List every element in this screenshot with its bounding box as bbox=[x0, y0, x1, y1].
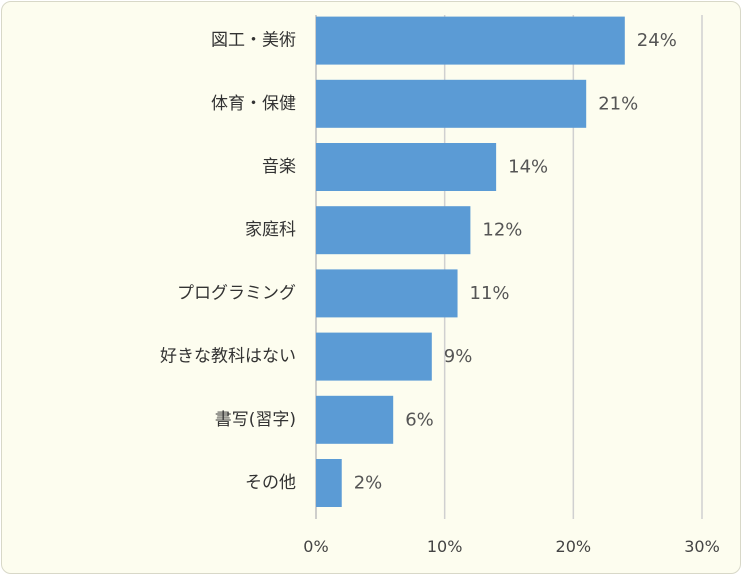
value-label-6: 6% bbox=[405, 409, 434, 430]
value-label-7: 2% bbox=[354, 473, 383, 494]
category-label-0: 図工・美術 bbox=[211, 31, 296, 51]
bar-3 bbox=[316, 206, 471, 255]
bar-layer bbox=[316, 16, 625, 507]
x-tick-label-0: 0% bbox=[303, 537, 328, 556]
value-label-4: 11% bbox=[470, 283, 510, 304]
bar-5 bbox=[316, 332, 432, 381]
bar-7 bbox=[316, 459, 342, 507]
category-label-6: 書写(習字) bbox=[215, 410, 296, 430]
category-label-2: 音楽 bbox=[262, 157, 296, 177]
label-layer: 0% 10% 20% 30% 図工・美術 24% 体育・保健 21% 音楽 14% 家庭科 12% プロ… bbox=[160, 30, 720, 556]
category-label-1: 体育・保健 bbox=[211, 94, 296, 114]
bar-1 bbox=[316, 79, 587, 128]
value-label-3: 12% bbox=[482, 220, 522, 241]
value-label-1: 21% bbox=[598, 93, 638, 114]
category-label-3: 家庭科 bbox=[245, 220, 296, 240]
bar-2 bbox=[316, 143, 497, 191]
bar-0 bbox=[316, 16, 625, 65]
bar-4 bbox=[316, 269, 458, 318]
category-label-7: その他 bbox=[245, 473, 296, 493]
category-label-5: 好きな教科はない bbox=[160, 347, 296, 367]
category-label-4: プログラミング bbox=[177, 283, 296, 303]
value-label-5: 9% bbox=[444, 346, 473, 367]
bar-6 bbox=[316, 395, 394, 444]
value-label-2: 14% bbox=[508, 157, 548, 178]
value-label-0: 24% bbox=[637, 30, 677, 51]
x-tick-label-1: 10% bbox=[427, 537, 463, 556]
x-tick-label-3: 30% bbox=[684, 537, 720, 556]
x-tick-label-2: 20% bbox=[556, 537, 592, 556]
